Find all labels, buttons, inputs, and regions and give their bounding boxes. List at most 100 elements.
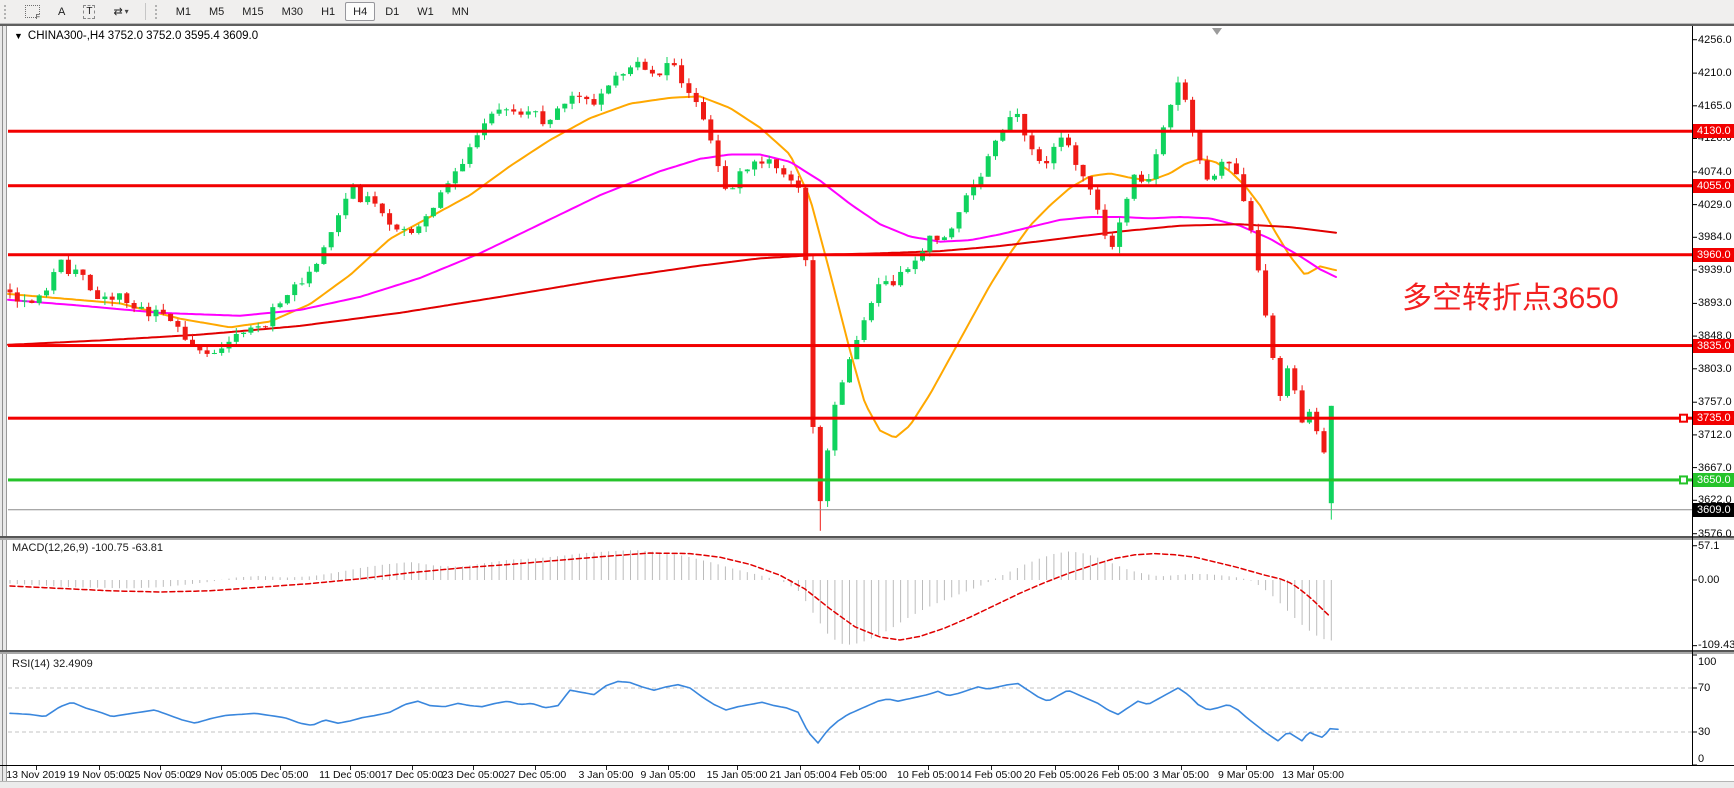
time-tick [668, 766, 669, 770]
price-tick-label: 4210.0 [1698, 67, 1732, 80]
chart-title-text: CHINA300-,H4 3752.0 3752.0 3595.4 3609.0 [27, 30, 259, 42]
time-tick [1181, 766, 1182, 770]
time-tick-label: 17 Dec 05:00 [380, 769, 444, 781]
price-line-label-3960-0: 3960.0 [1693, 247, 1734, 262]
price-tick-label: 3803.0 [1698, 362, 1732, 375]
timeframe-h1-button[interactable]: H1 [313, 2, 343, 21]
price-tick-label: 3712.0 [1698, 428, 1732, 441]
ma-slow-red-line [7, 223, 1337, 346]
timeframe-mn-button[interactable]: MN [444, 2, 477, 21]
timeframe-h4-button[interactable]: H4 [345, 2, 376, 21]
time-tick-label: 9 Mar 05:00 [1217, 769, 1275, 781]
time-tick-label: 11 Dec 05:00 [319, 769, 381, 781]
price-tick-label: 3984.0 [1698, 231, 1732, 244]
time-tick-label: 26 Feb 05:00 [1087, 769, 1149, 781]
arrow-style-tool-icon: ⇄ [113, 6, 123, 18]
chart-dropdown-icon[interactable]: ▼ [14, 31, 23, 41]
price-axis-line [1692, 26, 1693, 766]
ma-mid-magenta-line [7, 153, 1337, 317]
time-tick-label: 13 Mar 05:00 [1282, 769, 1344, 781]
time-tick-label: 5 Dec 05:00 [251, 769, 309, 781]
price-tick-label: 4165.0 [1698, 99, 1732, 112]
timeframe-w1-button[interactable]: W1 [409, 2, 442, 21]
horizontal-lines-layer[interactable] [8, 129, 1692, 511]
price-tick-label: 4029.0 [1698, 198, 1732, 211]
time-tick [1118, 766, 1119, 770]
timeframe-m1-button[interactable]: M1 [168, 2, 199, 21]
macd-signal-line [9, 552, 1331, 641]
rsi-tick-label: 30 [1698, 726, 1711, 738]
grid-f-tool-button[interactable]: F [17, 2, 48, 21]
time-tick [928, 766, 929, 770]
ma-fast-orange-line [7, 95, 1337, 438]
toolbar: F A T ⇄ ▾ M1 M5 M15 M30 H1 H4 D1 W1 MN [0, 0, 1734, 24]
time-tick [350, 766, 351, 770]
price-tick-label: 3939.0 [1698, 263, 1732, 276]
panel-separator-macd[interactable] [0, 537, 1734, 540]
time-tick [99, 766, 100, 770]
rsi-tick-label: 70 [1698, 682, 1711, 694]
time-tick-label: 27 Dec 05:00 [503, 769, 567, 781]
panel-separator-rsi[interactable] [0, 651, 1734, 654]
time-tick-label: 15 Jan 05:00 [706, 769, 768, 781]
time-tick [1246, 766, 1247, 770]
time-tick-label: 9 Jan 05:00 [640, 769, 696, 781]
timeframe-m15-button[interactable]: M15 [234, 2, 271, 21]
moving-averages-layer [7, 95, 1337, 438]
time-tick [800, 766, 801, 770]
time-tick [36, 766, 37, 770]
time-tick-label: 19 Nov 05:00 [67, 769, 131, 781]
price-tick-label: 3576.0 [1698, 527, 1732, 540]
price-line-label-3650-0: 3650.0 [1693, 472, 1734, 487]
time-tick [412, 766, 413, 770]
candles-layer [7, 57, 1334, 531]
rsi-panel-canvas[interactable] [0, 653, 1734, 766]
macd-histogram [9, 550, 1332, 645]
arrow-style-tool-button[interactable]: ⇄ ▾ [105, 2, 136, 21]
window-top-border [0, 24, 1734, 26]
price-tick-label: 3757.0 [1698, 396, 1732, 409]
toolbar-separator [144, 3, 146, 20]
toolbar-tools: F A T ⇄ ▾ [16, 2, 138, 21]
dropdown-caret-icon: ▾ [124, 7, 129, 16]
time-tick-label: 21 Jan 05:00 [769, 769, 831, 781]
time-tick-label: 20 Feb 05:00 [1024, 769, 1086, 781]
toolbar-grip-handle[interactable] [4, 4, 12, 19]
timeframe-m5-button[interactable]: M5 [201, 2, 232, 21]
macd-tick-label: 57.1 [1698, 540, 1720, 552]
time-tick [1313, 766, 1314, 770]
price-line-label-4055-0: 4055.0 [1693, 178, 1734, 193]
time-tick [160, 766, 161, 770]
textbox-t-tool-button[interactable]: T [75, 2, 103, 21]
timeframe-d1-button[interactable]: D1 [377, 2, 407, 21]
time-tick [991, 766, 992, 770]
time-tick-label: 23 Dec 05:00 [441, 769, 505, 781]
time-tick [606, 766, 607, 770]
window-bottom-border [0, 781, 1734, 788]
time-tick [473, 766, 474, 770]
main-chart-canvas[interactable] [0, 26, 1734, 537]
time-tick-label: 25 Nov 05:00 [128, 769, 192, 781]
price-tick-label: 4256.0 [1698, 33, 1732, 46]
time-tick-label: 4 Feb 05:00 [830, 769, 888, 781]
text-a-tool-button[interactable]: A [50, 2, 73, 21]
time-tick [280, 766, 281, 770]
macd-tick-label: -109.43 [1698, 639, 1734, 651]
annotation-text[interactable]: 多空转折点3650 [1402, 282, 1619, 315]
macd-panel-canvas[interactable] [0, 539, 1734, 651]
time-tick-label: 10 Feb 05:00 [897, 769, 959, 781]
time-tick-label: 3 Mar 05:00 [1152, 769, 1210, 781]
timeframe-grip-handle[interactable] [154, 4, 163, 19]
price-line-label-3735-0: 3735.0 [1693, 411, 1734, 426]
price-tick-label: 3893.0 [1698, 297, 1732, 310]
chart-shift-marker-icon[interactable] [1212, 28, 1222, 35]
price-tick-label: 3667.0 [1698, 461, 1732, 474]
price-line-label-4130-0: 4130.0 [1693, 124, 1734, 139]
grid-icon: F [25, 5, 40, 21]
rsi-line [9, 680, 1339, 744]
time-tick-label: 29 Nov 05:00 [189, 769, 253, 781]
price-line-label-3609-0: 3609.0 [1693, 502, 1734, 517]
timeframe-m30-button[interactable]: M30 [274, 2, 311, 21]
time-tick [221, 766, 222, 770]
